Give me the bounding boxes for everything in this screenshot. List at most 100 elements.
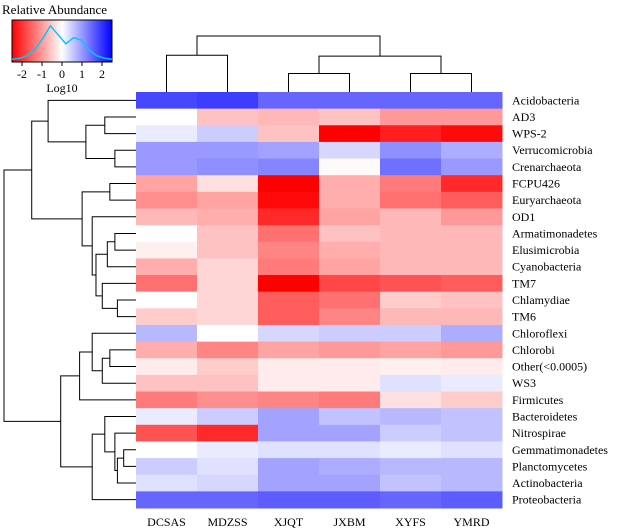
heatmap-cell bbox=[136, 458, 198, 476]
heatmap-cell bbox=[441, 374, 503, 393]
heatmap-cell bbox=[441, 92, 503, 110]
heatmap-cell bbox=[380, 92, 442, 110]
heatmap-cell bbox=[197, 458, 259, 476]
heatmap-cell bbox=[136, 408, 198, 426]
heatmap-cell bbox=[380, 324, 442, 343]
heatmap-cell bbox=[197, 175, 259, 193]
column-label: JXBM bbox=[333, 515, 365, 529]
heatmap-cell bbox=[441, 491, 503, 509]
heatmap-cell bbox=[136, 441, 198, 459]
heatmap-cell bbox=[136, 141, 198, 160]
heatmap-cell bbox=[258, 308, 320, 326]
heatmap-cell bbox=[441, 191, 503, 209]
heatmap-cell bbox=[441, 175, 503, 193]
heatmap-cell bbox=[319, 275, 381, 293]
row-dendrogram bbox=[3, 99, 136, 501]
heatmap-cell bbox=[258, 408, 320, 426]
heatmap-cell bbox=[197, 491, 259, 509]
heatmap-cell bbox=[136, 374, 198, 393]
heatmap-cell bbox=[441, 458, 503, 476]
heatmap-cell bbox=[441, 225, 503, 243]
row-label: TM7 bbox=[512, 276, 536, 290]
column-label: YMRD bbox=[453, 515, 489, 529]
row-label: Bacteroidetes bbox=[512, 409, 578, 423]
legend-tick-label: 2 bbox=[99, 67, 105, 81]
heatmap-cell bbox=[319, 358, 381, 376]
column-dendrogram bbox=[166, 35, 472, 92]
heatmap-cell bbox=[441, 258, 503, 276]
heatmap-cell bbox=[136, 108, 198, 126]
heatmap-cell bbox=[380, 458, 442, 476]
heatmap-cell bbox=[441, 308, 503, 326]
heatmap-cell bbox=[197, 324, 259, 343]
row-label: Elusimicrobia bbox=[512, 243, 580, 257]
heatmap-cell bbox=[258, 341, 320, 359]
heatmap-cell bbox=[197, 208, 259, 226]
heatmap-cell bbox=[197, 191, 259, 209]
heatmap-cell bbox=[197, 275, 259, 293]
heatmap-cell bbox=[380, 158, 442, 176]
heatmap-cell bbox=[319, 175, 381, 193]
heatmap-cell bbox=[380, 125, 442, 143]
heatmap-cell bbox=[197, 258, 259, 276]
heatmap-cell bbox=[380, 241, 442, 259]
heatmap-cell bbox=[136, 125, 198, 143]
heatmap-cell bbox=[258, 441, 320, 459]
heatmap-cell bbox=[380, 275, 442, 293]
heatmap-cell bbox=[197, 158, 259, 176]
heatmap-cell bbox=[441, 158, 503, 176]
heatmap-cell bbox=[319, 391, 381, 409]
legend-tick-label: 0 bbox=[59, 67, 65, 81]
legend-tick-label: -1 bbox=[37, 67, 47, 81]
row-label: Verrucomicrobia bbox=[512, 143, 593, 157]
heatmap-cell bbox=[197, 308, 259, 326]
heatmap-cell bbox=[319, 441, 381, 459]
heatmap-cell bbox=[380, 175, 442, 193]
heatmap-cell bbox=[441, 108, 503, 126]
heatmap-cell bbox=[258, 474, 320, 492]
heatmap-cells bbox=[136, 92, 503, 509]
row-label: Nitrospirae bbox=[512, 426, 566, 440]
heatmap-cell bbox=[441, 291, 503, 309]
heatmap-cell bbox=[319, 241, 381, 259]
heatmap-cell bbox=[136, 424, 198, 442]
heatmap-cell bbox=[197, 92, 259, 110]
heatmap-cell bbox=[258, 291, 320, 309]
heatmap-cell bbox=[197, 108, 259, 126]
heatmap-cell bbox=[319, 374, 381, 393]
row-label: Crenarchaeota bbox=[512, 160, 582, 174]
row-label: OD1 bbox=[512, 210, 535, 224]
legend-density-curve bbox=[11, 24, 113, 61]
heatmap-cell bbox=[319, 125, 381, 143]
heatmap-cell bbox=[441, 441, 503, 459]
heatmap-cell bbox=[197, 358, 259, 376]
heatmap-cell bbox=[197, 341, 259, 359]
heatmap-cell bbox=[319, 491, 381, 509]
heatmap-cell bbox=[258, 158, 320, 176]
row-label: WPS-2 bbox=[512, 127, 547, 141]
legend-title: Relative Abundance bbox=[2, 2, 107, 17]
row-label: Chlamydiae bbox=[512, 293, 570, 307]
heatmap-cell bbox=[319, 341, 381, 359]
heatmap-cell bbox=[258, 258, 320, 276]
heatmap-cell bbox=[319, 308, 381, 326]
heatmap-cell bbox=[319, 208, 381, 226]
heatmap-cell bbox=[258, 108, 320, 126]
legend-scale-label: Log10 bbox=[46, 81, 77, 95]
heatmap-cell bbox=[258, 141, 320, 160]
heatmap-cell bbox=[380, 391, 442, 409]
heatmap-cell bbox=[441, 408, 503, 426]
heatmap-cell bbox=[319, 191, 381, 209]
row-label: Acidobacteria bbox=[512, 93, 580, 107]
heatmap-cell bbox=[258, 125, 320, 143]
heatmap-cell bbox=[258, 241, 320, 259]
column-label: MDZSS bbox=[207, 515, 247, 529]
heatmap-cell bbox=[136, 291, 198, 309]
heatmap-cell bbox=[319, 258, 381, 276]
heatmap-cell bbox=[258, 208, 320, 226]
heatmap-cell bbox=[319, 92, 381, 110]
heatmap-cell bbox=[258, 374, 320, 393]
heatmap-cell bbox=[380, 424, 442, 442]
heatmap-cell bbox=[380, 308, 442, 326]
